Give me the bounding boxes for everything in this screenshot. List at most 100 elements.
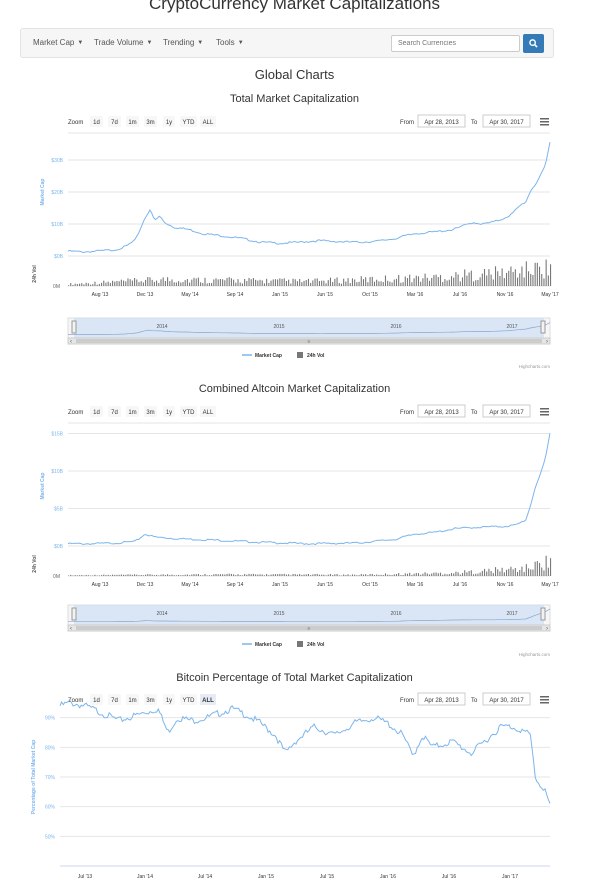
volume-bar: [206, 575, 208, 576]
y-tick-label: 70%: [45, 775, 56, 781]
hamburger-menu-icon[interactable]: [540, 696, 549, 704]
zoom-button-all[interactable]: ALL: [200, 694, 216, 705]
zoom-button-1y[interactable]: 1y: [163, 406, 175, 417]
zoom-button-7d[interactable]: 7d: [108, 694, 121, 705]
scroll-right-icon[interactable]: ›: [546, 626, 548, 632]
navigator-scrollbar-thumb[interactable]: [76, 626, 542, 630]
zoom-button-7d[interactable]: 7d: [108, 116, 121, 127]
zoom-button-label: 7d: [111, 698, 118, 704]
legend: Market Cap 24h Vol: [242, 352, 325, 359]
zoom-button-ytd[interactable]: YTD: [180, 694, 197, 705]
volume-bar: [114, 574, 116, 576]
volume-bar: [371, 573, 373, 576]
navigator-handle-right[interactable]: [540, 607, 546, 621]
volume-bar: [107, 281, 109, 286]
highcharts-credit[interactable]: Highcharts.com: [519, 364, 551, 369]
zoom-button-1d[interactable]: 1d: [90, 694, 103, 705]
volume-bar: [406, 278, 409, 286]
volume-bar: [464, 570, 466, 576]
from-date-input[interactable]: [417, 404, 466, 418]
volume-bar: [325, 575, 327, 576]
volume-bar: [261, 574, 263, 576]
volume-bar: [490, 274, 492, 286]
zoom-button-1d[interactable]: 1d: [90, 116, 103, 127]
x-tick-label: Jul '15: [320, 874, 335, 880]
volume-bar: [395, 574, 398, 576]
volume-bar: [351, 278, 354, 286]
to-date-input[interactable]: [482, 404, 531, 418]
volume-bar: [378, 574, 380, 576]
navigator-handle-left[interactable]: [71, 607, 77, 621]
volume-bar: [175, 575, 177, 576]
zoom-button-1m[interactable]: 1m: [126, 694, 139, 705]
volume-bar: [127, 278, 129, 286]
volume-bar: [101, 575, 103, 576]
x-tick-label: Nov '16: [497, 582, 514, 588]
navigator-selection[interactable]: [74, 318, 544, 338]
volume-bar: [224, 574, 226, 576]
volume-bar: [406, 573, 409, 576]
zoom-button-3m[interactable]: 3m: [144, 694, 157, 705]
zoom-button-ytd[interactable]: YTD: [180, 406, 197, 417]
scroll-right-icon[interactable]: ›: [546, 339, 548, 345]
volume-bar: [255, 574, 257, 576]
to-date-input[interactable]: [482, 692, 531, 706]
volume-bar: [68, 285, 70, 286]
search-input[interactable]: [391, 35, 520, 52]
legend-item-24h-vol[interactable]: 24h Vol: [297, 641, 325, 648]
navigator[interactable]: 2014 2015 2016 2017 ‹ › ≡: [67, 317, 551, 345]
volume-bar: [248, 277, 250, 286]
volume-bar: [512, 272, 514, 286]
hamburger-menu-icon[interactable]: [540, 118, 549, 126]
volume-bar: [503, 278, 505, 286]
volume-bar: [479, 277, 481, 286]
search-button[interactable]: [523, 34, 544, 53]
volume-bar: [329, 573, 332, 576]
legend-item-market-cap[interactable]: Market Cap: [242, 642, 282, 648]
zoom-button-1y[interactable]: 1y: [163, 694, 175, 705]
volume-bar: [151, 279, 153, 286]
zoom-button-3m[interactable]: 3m: [144, 406, 157, 417]
from-date-input[interactable]: [417, 114, 466, 128]
volume-bar: [547, 275, 549, 286]
x-tick-label: Jul '14: [198, 874, 213, 880]
volume-bar: [391, 282, 393, 286]
nav-trending[interactable]: Trending ▼: [163, 38, 203, 47]
scroll-left-icon[interactable]: ‹: [70, 339, 72, 345]
zoom-button-1d[interactable]: 1d: [90, 406, 103, 417]
zoom-button-bg: [144, 694, 157, 705]
nav-trade-volume[interactable]: Trade Volume ▼: [94, 38, 152, 47]
volume-bar: [536, 262, 538, 286]
navigator-scrollbar-thumb[interactable]: [76, 339, 542, 343]
zoom-button-1y[interactable]: 1y: [163, 116, 175, 127]
zoom-button-3m[interactable]: 3m: [144, 116, 157, 127]
highcharts-credit[interactable]: Highcharts.com: [519, 652, 551, 657]
navigator-selection[interactable]: [74, 605, 544, 625]
zoom-button-all[interactable]: ALL: [200, 406, 216, 417]
volume-axis-title: 24h Vol: [32, 265, 38, 283]
volume-bar: [420, 574, 422, 576]
navigator-year-label: 2014: [156, 324, 167, 330]
zoom-button-7d[interactable]: 7d: [108, 406, 121, 417]
navigator-year-label: 2017: [506, 611, 517, 617]
zoom-button-all[interactable]: ALL: [200, 116, 216, 127]
zoom-label: Zoom: [68, 410, 83, 416]
volume-bar: [521, 266, 523, 286]
volume-bar: [153, 281, 155, 286]
hamburger-menu-icon[interactable]: [540, 408, 549, 416]
navigator[interactable]: 2014 2015 2016 2017 ‹ › ≡: [67, 604, 551, 632]
from-date-input[interactable]: [417, 692, 466, 706]
zoom-button-1m[interactable]: 1m: [126, 406, 139, 417]
scroll-left-icon[interactable]: ‹: [70, 626, 72, 632]
nav-tools[interactable]: Tools ▼: [216, 38, 244, 47]
volume-bar: [453, 277, 455, 286]
legend-item-24h-vol[interactable]: 24h Vol: [297, 352, 325, 359]
navigator-handle-right[interactable]: [540, 320, 546, 334]
navigator-handle-left[interactable]: [71, 320, 77, 334]
volume-bar: [384, 275, 387, 286]
legend-item-market-cap[interactable]: Market Cap: [242, 353, 282, 359]
nav-market-cap[interactable]: Market Cap ▼: [33, 38, 83, 47]
zoom-button-1m[interactable]: 1m: [126, 116, 139, 127]
to-date-input[interactable]: [482, 114, 531, 128]
zoom-button-ytd[interactable]: YTD: [180, 116, 197, 127]
